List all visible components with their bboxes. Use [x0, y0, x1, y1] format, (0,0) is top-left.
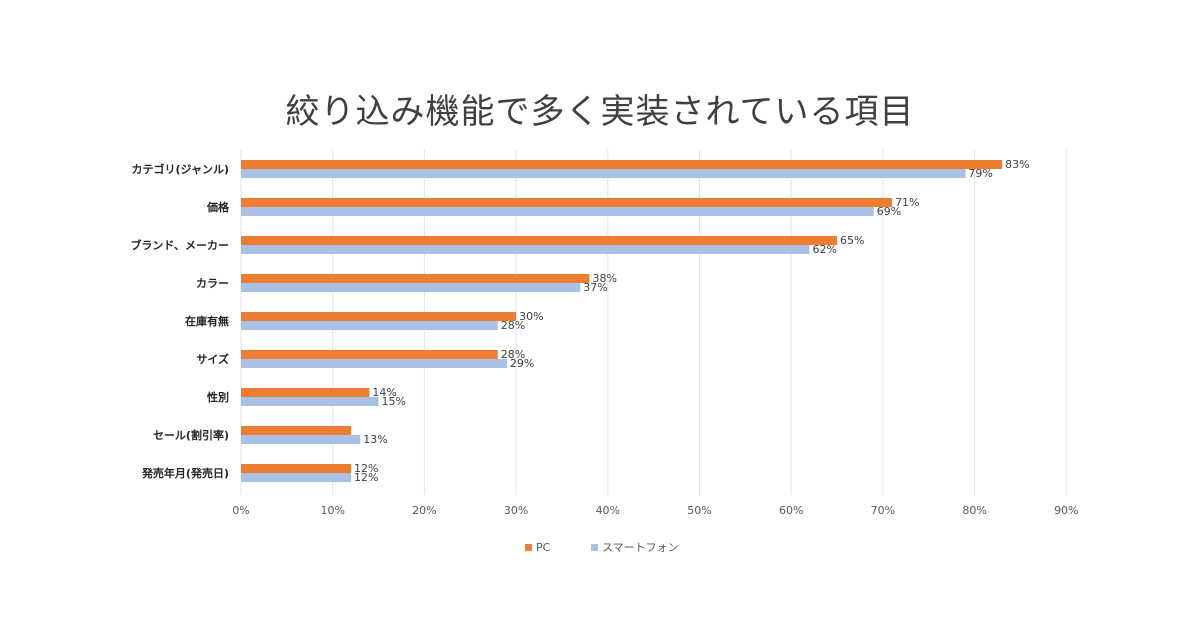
pc-bar [241, 274, 590, 283]
smartphone-bar [241, 207, 874, 216]
smartphone-bar [241, 435, 361, 444]
smartphone-bar [241, 359, 507, 368]
pc-bar [241, 198, 893, 207]
x-tick-label: 30% [504, 504, 528, 517]
smartphone-data-label: 62% [813, 243, 837, 256]
smartphone-bar [241, 169, 966, 178]
smartphone-data-label: 28% [501, 319, 525, 332]
x-tick-label: 40% [596, 504, 620, 517]
legend-label-smartphone: スマートフォン [602, 541, 679, 554]
smartphone-bar [241, 397, 379, 406]
legend-swatch-pc [525, 544, 532, 551]
pc-data-label: 14% [372, 386, 396, 399]
x-tick-label: 0% [232, 504, 249, 517]
pc-data-label: 30% [519, 310, 543, 323]
legend-label-pc: PC [536, 541, 551, 554]
pc-bar [241, 426, 352, 435]
pc-bar [241, 464, 352, 473]
x-tick-label: 60% [779, 504, 803, 517]
smartphone-data-label: 69% [877, 205, 901, 218]
chart-title: 絞り込み機能で多く実装されている項目 [285, 92, 915, 132]
x-tick-label: 90% [1054, 504, 1078, 517]
x-tick-label: 20% [412, 504, 436, 517]
category-label: 在庫有無 [185, 314, 229, 328]
pc-data-label: 28% [501, 348, 525, 361]
smartphone-data-label: 79% [968, 167, 992, 180]
pc-bar [241, 160, 1003, 169]
x-tick-label: 70% [871, 504, 895, 517]
pc-data-label: 71% [895, 196, 919, 209]
smartphone-data-label: 12% [354, 471, 378, 484]
pc-data-label: 12% [354, 462, 378, 475]
category-label: 発売年月(発売日) [141, 466, 229, 480]
smartphone-bar [241, 283, 581, 292]
category-label: カラー [196, 277, 229, 290]
smartphone-data-label: 13% [363, 433, 387, 446]
x-tick-label: 50% [687, 504, 711, 517]
legend-swatch-smartphone [591, 544, 598, 551]
smartphone-bar [241, 473, 352, 482]
category-label: 性別 [207, 390, 229, 404]
smartphone-bar [241, 245, 810, 254]
category-label: サイズ [196, 352, 229, 366]
pc-bar [241, 388, 370, 397]
category-label: カテゴリ(ジャンル) [131, 162, 229, 176]
x-tick-label: 80% [962, 504, 986, 517]
pc-bar [241, 350, 498, 359]
category-label: ブランド、メーカー [130, 238, 229, 252]
x-tick-label: 10% [320, 504, 344, 517]
pc-bar [241, 236, 838, 245]
pc-data-label: 38% [592, 272, 616, 285]
pc-data-label: 65% [840, 234, 864, 247]
pc-data-label: 83% [1005, 158, 1029, 171]
smartphone-data-label: 29% [510, 357, 534, 370]
smartphone-bar [241, 321, 498, 330]
category-label: 価格 [206, 200, 230, 214]
pc-bar [241, 312, 517, 321]
smartphone-data-label: 37% [583, 281, 607, 294]
category-label: セール(割引率) [153, 428, 229, 442]
smartphone-data-label: 15% [382, 395, 406, 408]
